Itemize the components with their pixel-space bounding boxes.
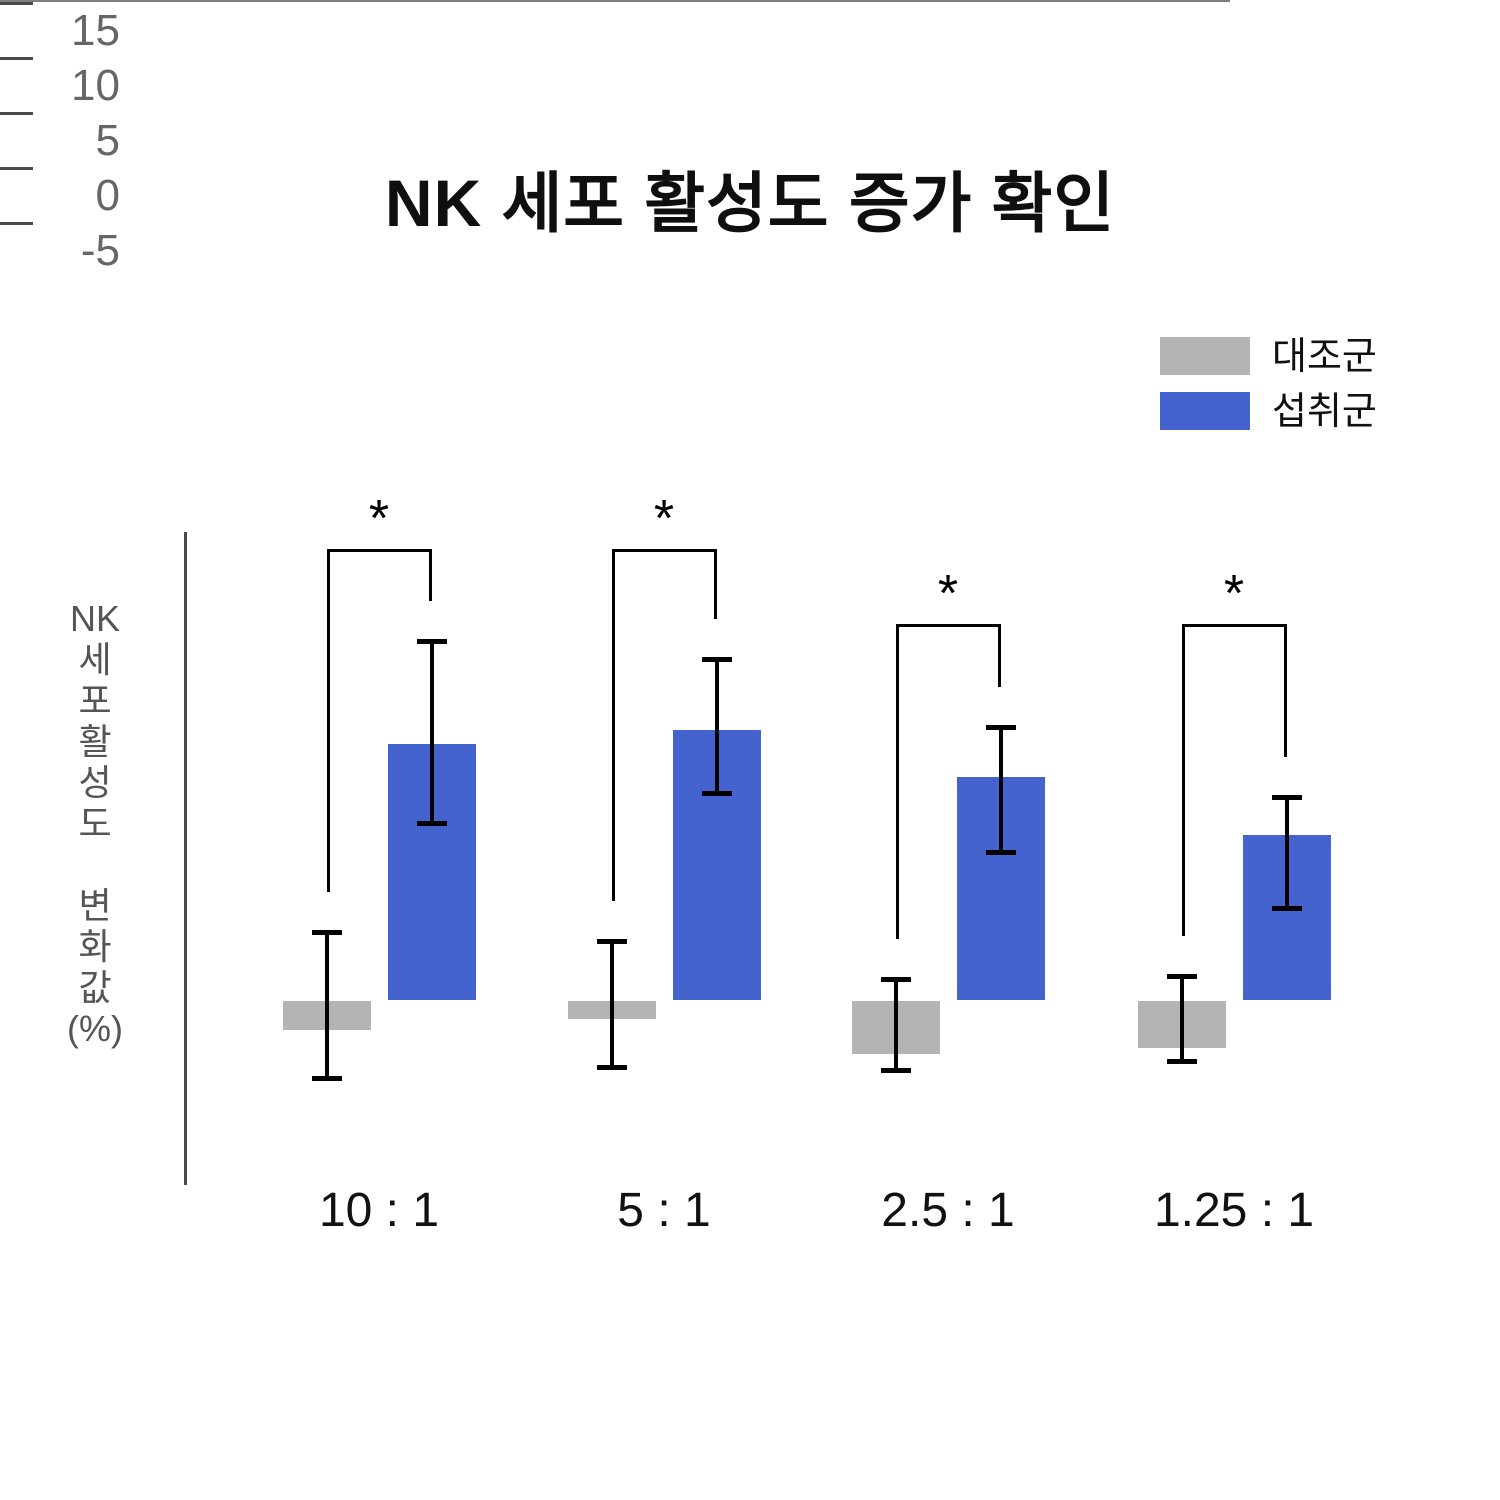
error-bar-control-1	[609, 941, 614, 1068]
error-bar-intake-2	[998, 726, 1003, 853]
error-bar-control-0	[324, 932, 329, 1080]
error-cap	[1271, 905, 1302, 911]
error-cap	[985, 850, 1016, 855]
sig-bracket-top-0	[326, 549, 432, 552]
y-axis-title-line	[40, 844, 150, 885]
significance-asterisk-1: *	[653, 490, 675, 548]
y-axis-spine	[184, 532, 187, 1185]
zero-axis-line	[0, 0, 1230, 2]
sig-bracket-top-1	[611, 549, 717, 552]
y-axis-tick	[0, 112, 33, 115]
error-cap	[416, 639, 447, 645]
x-axis-category-2: 2.5 : 1	[881, 1184, 1015, 1237]
legend-swatch-control	[1160, 337, 1250, 375]
error-bar-intake-3	[1284, 797, 1289, 909]
y-axis-title-line: 활	[78, 721, 112, 762]
sig-bracket-right-2	[997, 624, 1001, 687]
error-cap	[880, 1067, 911, 1073]
error-cap	[701, 656, 732, 662]
error-bar-intake-1	[714, 658, 719, 795]
y-axis-title-line: 값	[78, 967, 112, 1008]
error-bar-control-2	[893, 979, 898, 1071]
sig-bracket-top-2	[895, 624, 1001, 627]
significance-asterisk-0: *	[368, 490, 390, 548]
sig-bracket-left-3	[1181, 624, 1185, 937]
sig-bracket-right-3	[1283, 624, 1287, 758]
error-cap	[596, 939, 627, 945]
sig-bracket-right-0	[428, 549, 432, 602]
error-cap	[1166, 1058, 1197, 1064]
y-axis-title: NK 세 포 활 성 도 변 화 값 (%)	[40, 598, 150, 1049]
y-axis-title-line: NK	[69, 598, 120, 639]
x-axis-category-1: 5 : 1	[617, 1184, 711, 1237]
sig-bracket-top-3	[1181, 624, 1287, 627]
y-axis-tick-label: 10	[71, 61, 120, 110]
x-axis-category-3: 1.25 : 1	[1153, 1184, 1315, 1237]
x-axis-category-0: 10 : 1	[318, 1184, 440, 1237]
y-axis-title-line: 세	[78, 639, 112, 680]
sig-bracket-left-1	[611, 549, 615, 902]
error-cap	[880, 977, 911, 983]
significance-asterisk-3: *	[1223, 565, 1245, 623]
sig-bracket-left-2	[895, 624, 899, 940]
significance-asterisk-2: *	[937, 565, 959, 623]
y-axis-tick	[0, 57, 33, 60]
y-axis-title-line: (%)	[67, 1008, 123, 1049]
y-axis-title-line: 변	[78, 885, 112, 926]
error-bar-control-3	[1179, 976, 1184, 1062]
error-cap	[701, 791, 732, 797]
error-cap	[416, 820, 447, 826]
y-axis-tick-label: -5	[80, 226, 120, 275]
sig-bracket-left-0	[326, 549, 330, 893]
y-axis-tick	[0, 167, 33, 170]
y-axis-tick	[0, 2, 33, 5]
y-axis-tick-label: 5	[95, 116, 120, 165]
y-axis-title-line: 성	[78, 762, 112, 803]
y-axis-title-line: 화	[78, 926, 112, 967]
y-axis-title-line: 도	[78, 803, 112, 844]
error-cap	[311, 1076, 342, 1082]
error-cap	[596, 1064, 627, 1070]
error-cap	[1166, 974, 1197, 980]
y-axis-tick-label: 15	[71, 6, 120, 55]
legend-swatch-intake	[1160, 392, 1250, 430]
legend-label-control: 대조군	[1272, 336, 1377, 378]
error-bar-intake-0	[429, 641, 434, 824]
y-axis-tick-label: 0	[95, 171, 120, 220]
y-axis-tick	[0, 222, 33, 225]
error-cap	[985, 724, 1016, 730]
error-cap	[311, 930, 342, 936]
sig-bracket-right-1	[713, 549, 717, 619]
plot-area: 15 10 5 0 -5 * 10 : 1 * 5 : 1 * 2.5 : 1 * 1.25 : 1	[0, 0, 1331, 1237]
y-axis-title-line: 포	[78, 680, 112, 721]
legend-label-intake: 섭취군	[1272, 391, 1377, 433]
error-cap	[1271, 795, 1302, 801]
chart-title: NK 세포 활성도 증가 확인	[384, 166, 1116, 240]
